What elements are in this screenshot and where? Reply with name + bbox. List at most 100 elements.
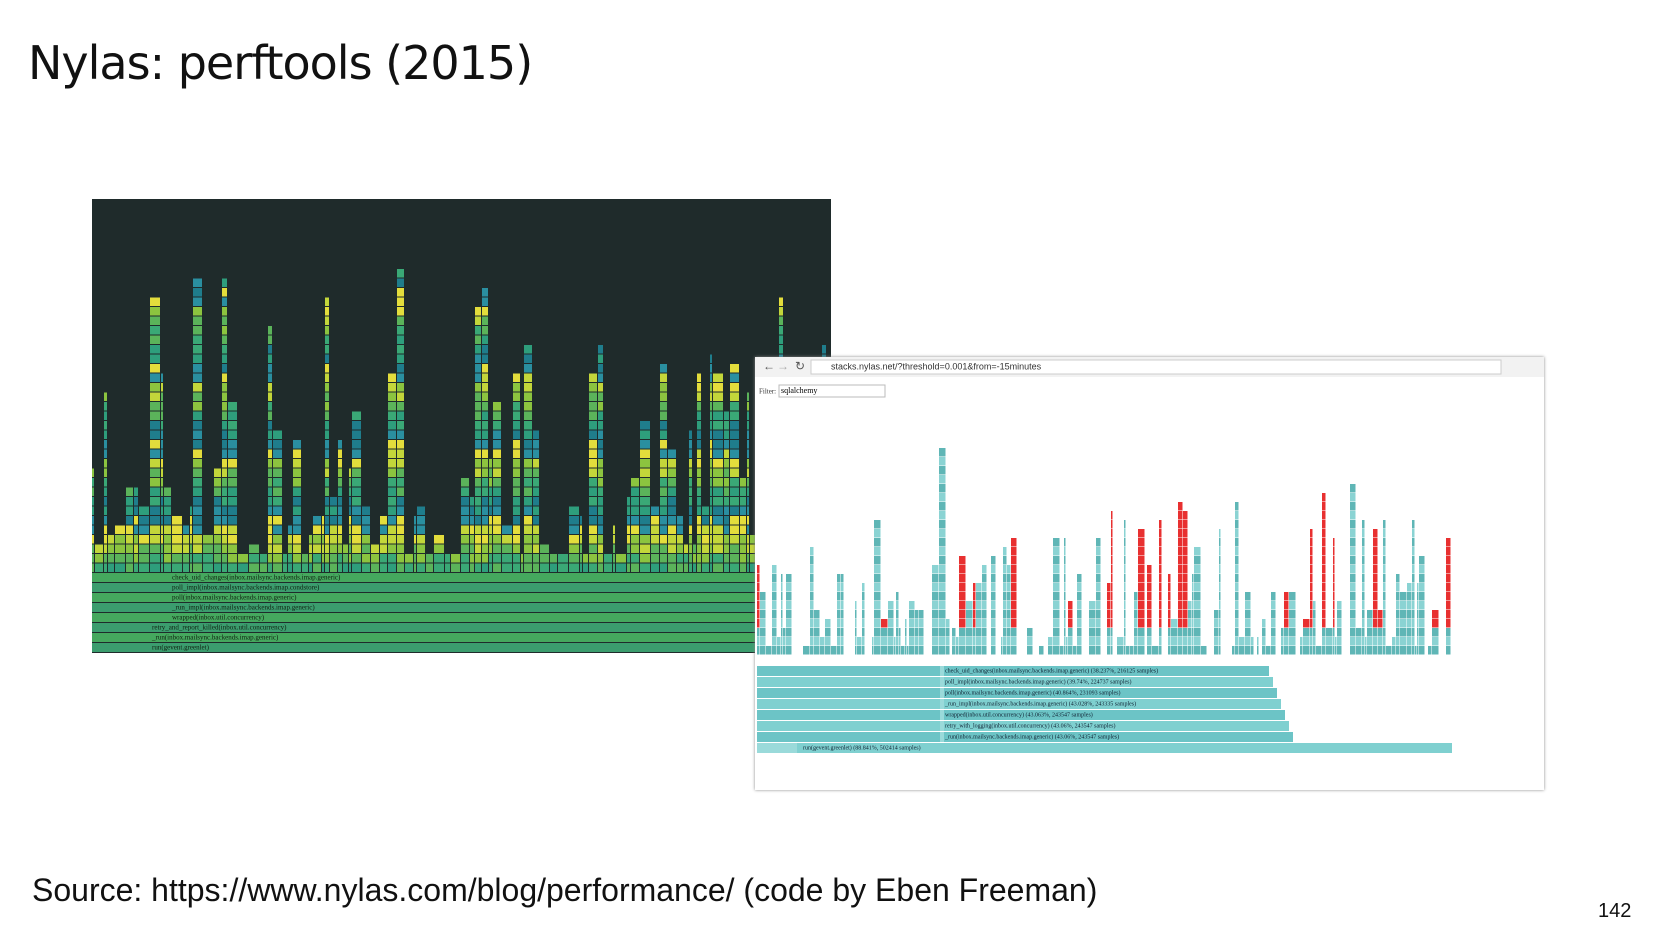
stack-frame bbox=[482, 383, 488, 392]
stack-frame bbox=[222, 440, 227, 449]
stack-frame bbox=[991, 628, 996, 637]
stack-frame bbox=[524, 516, 532, 525]
stack-frame bbox=[92, 497, 94, 506]
stack-frame bbox=[161, 563, 163, 572]
stack-frame bbox=[631, 487, 639, 496]
stack-frame bbox=[325, 449, 329, 458]
stack-frame bbox=[288, 544, 292, 553]
back-button[interactable]: ← bbox=[763, 359, 775, 373]
stack-frame bbox=[388, 516, 396, 525]
stack-frame bbox=[810, 556, 814, 565]
stack-frame bbox=[352, 411, 361, 420]
stack-frame bbox=[126, 516, 133, 525]
stack-frame bbox=[1003, 574, 1007, 583]
stack-frame bbox=[1011, 628, 1017, 637]
stack-frame bbox=[909, 628, 915, 637]
stack-frame bbox=[976, 583, 982, 592]
stack-frame bbox=[161, 506, 163, 515]
stack-frame bbox=[881, 646, 888, 655]
stack-frame bbox=[482, 316, 488, 325]
stack-frame bbox=[781, 583, 783, 592]
stack-frame bbox=[1111, 574, 1113, 583]
stack-frame bbox=[1362, 610, 1365, 619]
stack-frame bbox=[940, 721, 944, 731]
stack-frame bbox=[598, 468, 603, 477]
stack-frame bbox=[932, 565, 939, 574]
stack-frame bbox=[104, 535, 107, 544]
page-number: 142 bbox=[1598, 900, 1632, 922]
stack-frame bbox=[302, 554, 308, 563]
stack-frame bbox=[1235, 502, 1239, 511]
reload-button[interactable]: ↻ bbox=[795, 359, 805, 373]
stack-frame bbox=[580, 516, 582, 525]
stack-frame bbox=[730, 525, 739, 534]
stack-frame bbox=[939, 646, 946, 655]
stack-frame bbox=[781, 619, 783, 628]
stack-frame bbox=[338, 478, 342, 487]
stack-frame bbox=[313, 563, 321, 572]
stack-frame bbox=[598, 459, 603, 468]
stack-frame bbox=[1316, 646, 1322, 655]
stack-frame bbox=[1303, 637, 1310, 646]
stack-frame bbox=[1064, 628, 1066, 637]
stack-frame bbox=[627, 554, 630, 563]
stack-frame bbox=[684, 563, 688, 572]
stack-frame bbox=[104, 449, 107, 458]
stack-frame bbox=[268, 535, 272, 544]
stack-frame bbox=[397, 554, 404, 563]
address-bar[interactable] bbox=[810, 359, 1502, 375]
stack-frame bbox=[1350, 574, 1356, 583]
stack-frame bbox=[1396, 583, 1400, 592]
stack-frame bbox=[772, 592, 777, 601]
stack-frame bbox=[730, 402, 739, 411]
stack-frame bbox=[1407, 583, 1412, 592]
stack-frame bbox=[1159, 538, 1162, 547]
stack-frame bbox=[524, 563, 532, 572]
stack-frame bbox=[1396, 646, 1400, 655]
stack-frame bbox=[598, 392, 603, 401]
stack-frame bbox=[139, 516, 149, 525]
stack-frame bbox=[214, 544, 221, 553]
stack-frame bbox=[193, 544, 202, 553]
stack-frame bbox=[445, 554, 450, 563]
stack-frame bbox=[325, 392, 329, 401]
stack-frame bbox=[380, 535, 387, 544]
forward-button[interactable]: → bbox=[777, 359, 789, 373]
stack-frame bbox=[959, 610, 966, 619]
stack-frame bbox=[613, 525, 615, 534]
stack-frame bbox=[1310, 538, 1313, 547]
stack-frame bbox=[598, 563, 603, 572]
stack-frame bbox=[772, 565, 777, 574]
stack-frame bbox=[1383, 601, 1386, 610]
stack-frame bbox=[1219, 529, 1221, 538]
stack-frame bbox=[1322, 619, 1326, 628]
stack-frame bbox=[228, 497, 237, 506]
stack-frame bbox=[1446, 565, 1451, 574]
stack-frame bbox=[810, 628, 814, 637]
stack-frame bbox=[493, 487, 501, 496]
stack-frame bbox=[524, 383, 532, 392]
stack-frame bbox=[1383, 565, 1386, 574]
stack-frame bbox=[1412, 529, 1415, 538]
stack-frame bbox=[1007, 565, 1011, 574]
stack-frame bbox=[1214, 637, 1219, 646]
stack-frame bbox=[710, 554, 712, 563]
filter-input[interactable] bbox=[778, 384, 886, 398]
stack-frame bbox=[1111, 628, 1113, 637]
stack-frame bbox=[293, 554, 301, 563]
stack-frame bbox=[740, 554, 746, 563]
stack-frame bbox=[1178, 547, 1183, 556]
stack-frame bbox=[1284, 619, 1289, 628]
stack-frame bbox=[1262, 637, 1266, 646]
stack-frame bbox=[190, 544, 192, 553]
stack-frame bbox=[1219, 610, 1221, 619]
stack-frame bbox=[493, 516, 501, 525]
stack-frame bbox=[380, 544, 387, 553]
stack-frame bbox=[108, 535, 114, 544]
stack-frame bbox=[660, 383, 667, 392]
stack-frame bbox=[1124, 583, 1126, 592]
stack-frame bbox=[92, 535, 94, 544]
stack-frame bbox=[973, 592, 976, 601]
stack-frame bbox=[489, 506, 492, 515]
stack-frame bbox=[1011, 547, 1017, 556]
